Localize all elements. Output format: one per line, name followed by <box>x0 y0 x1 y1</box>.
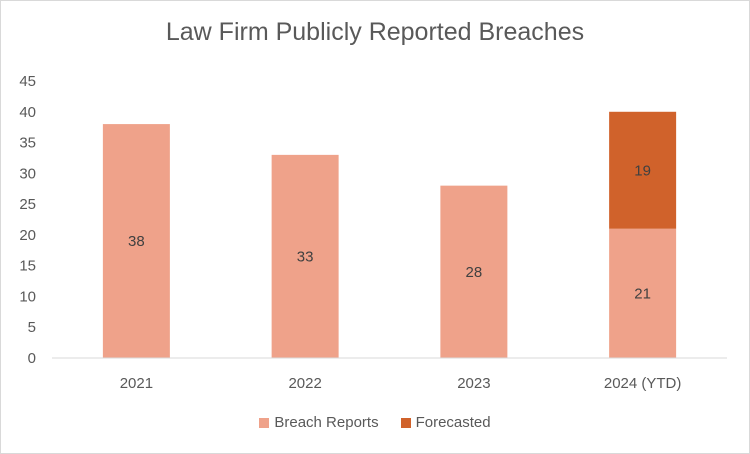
y-tick-label: 20 <box>19 227 36 244</box>
bar-breach-reports <box>440 185 508 358</box>
legend-label-forecasted: Forecasted <box>415 414 491 431</box>
x-tick-label: 2022 <box>288 375 321 392</box>
y-tick-label: 45 <box>19 73 36 90</box>
y-tick-label: 35 <box>19 135 36 152</box>
y-tick-label: 30 <box>19 165 36 182</box>
y-tick-label: 5 <box>28 319 36 336</box>
legend-item-breach-reports: Breach Reports <box>259 414 379 431</box>
chart-legend: Breach Reports Forecasted <box>0 414 750 431</box>
bar-breach-reports <box>102 124 170 358</box>
bar-breach-reports <box>609 228 677 358</box>
legend-swatch-forecasted <box>400 417 411 428</box>
y-tick-label: 0 <box>28 350 36 367</box>
x-tick-label: 2023 <box>457 375 490 392</box>
legend-item-forecasted: Forecasted <box>400 414 491 431</box>
bar-forecasted <box>609 111 677 229</box>
data-label: 38 <box>128 233 145 250</box>
y-tick-label: 10 <box>19 288 36 305</box>
data-label: 33 <box>297 248 314 265</box>
y-tick-label: 15 <box>19 258 36 275</box>
data-label: 28 <box>466 264 483 281</box>
legend-label-breach-reports: Breach Reports <box>274 414 379 431</box>
x-tick-label: 2024 (YTD) <box>604 375 682 392</box>
chart-title: Law Firm Publicly Reported Breaches <box>165 18 585 46</box>
x-tick-label: 2021 <box>120 375 153 392</box>
y-tick-label: 40 <box>19 104 36 121</box>
data-label: 21 <box>634 285 651 302</box>
data-label: 19 <box>634 162 651 179</box>
y-tick-label: 25 <box>19 196 36 213</box>
legend-swatch-breach-reports <box>259 417 270 428</box>
bar-breach-reports <box>271 154 339 358</box>
